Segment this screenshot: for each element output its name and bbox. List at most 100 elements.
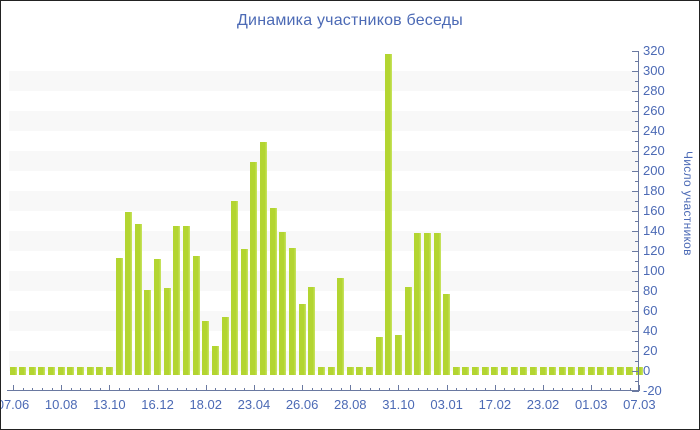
x-axis-minor-tick — [581, 388, 583, 391]
bar — [462, 367, 470, 375]
x-axis-label: 07.03 — [623, 397, 656, 412]
y-axis-minor-tick — [635, 321, 638, 322]
x-axis-minor-tick — [465, 388, 467, 391]
x-axis-minor-tick — [552, 388, 554, 391]
bar — [626, 367, 634, 375]
y-axis-minor-tick — [635, 61, 638, 62]
x-axis-minor-tick — [138, 388, 140, 391]
bar — [154, 259, 162, 375]
bar — [298, 304, 306, 375]
y-axis-label: 60 — [643, 303, 658, 318]
x-axis-minor-tick — [90, 388, 92, 391]
x-axis-tick — [157, 385, 159, 391]
y-axis-minor-tick — [635, 81, 638, 82]
bar — [616, 367, 624, 375]
y-axis-minor-tick — [635, 361, 638, 362]
bar — [500, 367, 508, 375]
bar — [375, 337, 383, 375]
y-axis-tick — [632, 351, 638, 352]
y-axis-tick — [632, 191, 638, 192]
y-axis-label: 0 — [643, 363, 651, 378]
x-axis-tick — [398, 385, 400, 391]
bar — [250, 162, 258, 375]
x-axis-tick — [350, 385, 352, 391]
x-axis-label: 13.10 — [93, 397, 126, 412]
bar — [96, 367, 104, 375]
x-axis-minor-tick — [147, 388, 149, 391]
x-axis-label: 16.12 — [141, 397, 174, 412]
y-axis-tick — [632, 231, 638, 232]
x-axis-minor-tick — [282, 388, 284, 391]
y-axis-line — [638, 51, 639, 392]
x-axis-minor-tick — [215, 388, 217, 391]
y-axis-minor-tick — [635, 141, 638, 142]
bar — [423, 233, 431, 375]
x-axis-minor-tick — [600, 388, 602, 391]
y-axis-tick — [632, 251, 638, 252]
bar — [452, 367, 460, 375]
bar — [48, 367, 56, 375]
x-axis-minor-tick — [514, 388, 516, 391]
y-axis-minor-tick — [635, 301, 638, 302]
x-axis-label: 23.04 — [237, 397, 271, 412]
x-axis-label: 23.02 — [526, 397, 560, 412]
bar — [279, 232, 287, 375]
x-axis-minor-tick — [417, 388, 419, 391]
y-axis-minor-tick — [635, 341, 638, 342]
x-axis-minor-tick — [340, 388, 342, 391]
bar — [240, 249, 248, 375]
bar — [76, 367, 84, 375]
x-axis-minor-tick — [186, 388, 188, 391]
y-axis-minor-tick — [635, 101, 638, 102]
grid-band — [9, 231, 638, 251]
y-axis-label: -20 — [643, 383, 662, 398]
x-axis-minor-tick — [427, 388, 429, 391]
x-axis-minor-tick — [311, 388, 313, 391]
x-axis-minor-tick — [119, 388, 120, 391]
bar — [38, 367, 46, 375]
x-axis-minor-tick — [331, 388, 333, 391]
bar — [549, 367, 557, 375]
x-axis-tick — [61, 385, 63, 391]
bar — [269, 208, 277, 375]
x-axis-label: 31.10 — [382, 397, 415, 412]
x-axis-minor-tick — [321, 388, 323, 391]
bar — [308, 287, 316, 375]
bar — [163, 288, 171, 375]
y-axis-label: 300 — [643, 63, 665, 78]
bar — [173, 226, 181, 375]
x-axis-minor-tick — [533, 388, 535, 391]
x-axis-tick — [109, 385, 111, 391]
y-axis-label: 260 — [643, 103, 665, 118]
x-axis-tick — [13, 385, 14, 391]
x-axis-minor-tick — [369, 388, 371, 391]
x-axis-minor-tick — [41, 388, 43, 391]
x-axis-minor-tick — [273, 388, 275, 391]
bar — [578, 367, 586, 375]
x-axis-minor-tick — [292, 388, 294, 391]
x-axis-minor-tick — [234, 388, 236, 391]
y-axis-label: 180 — [643, 183, 665, 198]
bar — [635, 367, 643, 375]
bar — [587, 367, 595, 375]
y-axis-tick — [632, 51, 638, 52]
x-axis-minor-tick — [485, 388, 487, 391]
x-axis-minor-tick — [523, 388, 525, 391]
x-axis-minor-tick — [629, 388, 631, 391]
y-axis-tick — [632, 71, 638, 72]
grid-band — [9, 191, 638, 211]
bar — [202, 321, 210, 375]
x-axis-minor-tick — [128, 388, 130, 391]
x-axis-minor-tick — [70, 388, 72, 391]
x-axis-minor-tick — [80, 388, 82, 391]
bar — [356, 367, 364, 375]
bar — [394, 335, 402, 375]
bar — [414, 233, 422, 375]
x-axis-label: 10.08 — [44, 397, 78, 412]
x-axis-minor-tick — [244, 388, 246, 391]
y-axis-tick — [632, 291, 638, 292]
x-axis-minor-tick — [571, 388, 573, 391]
chart-title: Динамика участников беседы — [237, 12, 463, 29]
bar — [317, 367, 325, 375]
bar — [491, 367, 499, 375]
